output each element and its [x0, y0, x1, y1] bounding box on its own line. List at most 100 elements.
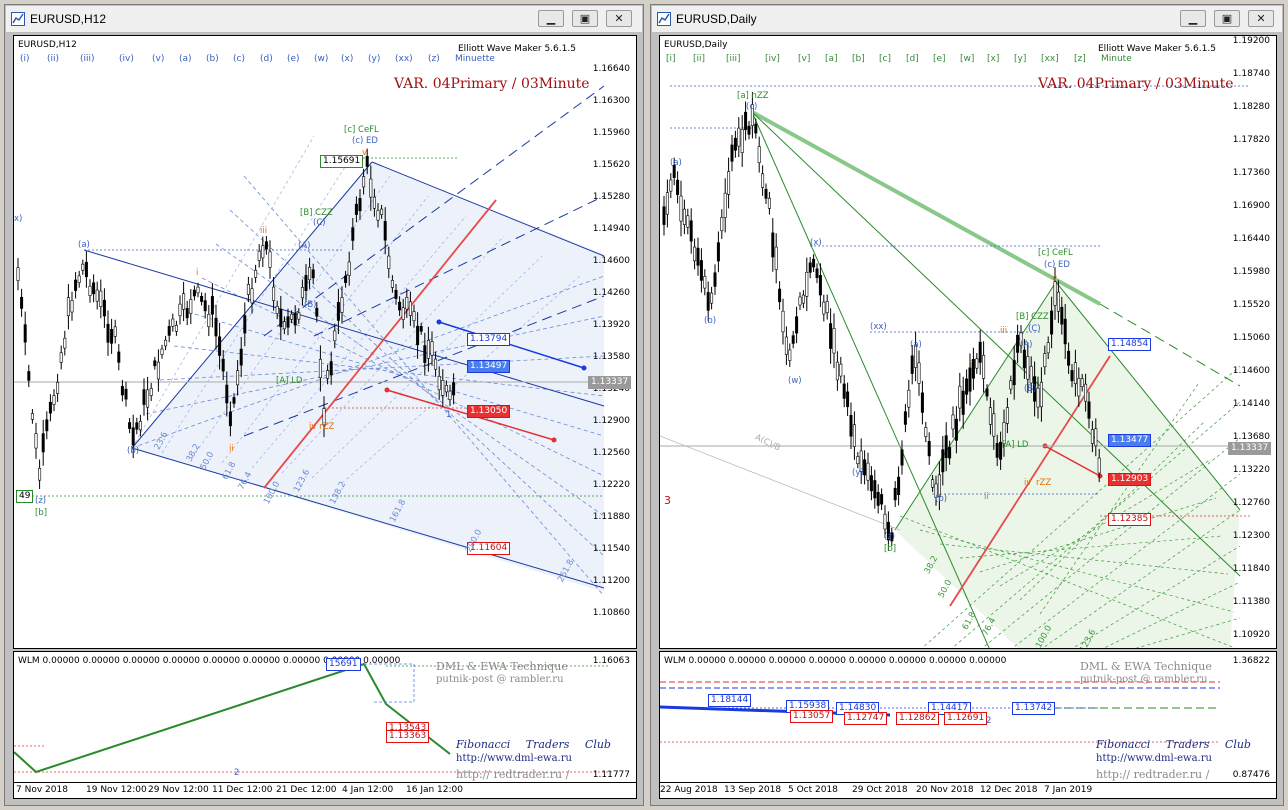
candle-body — [146, 389, 150, 408]
price-box-left: 49 — [16, 490, 34, 503]
wave-selector-12[interactable]: [y] — [1014, 54, 1027, 64]
price-chart-daily[interactable]: EURUSD,Daily [i] [ii] [iii] [iv] [v] [a] [b] [c… — [659, 35, 1277, 649]
candle-body — [863, 459, 867, 476]
wave-selector-1[interactable]: (ii) — [47, 54, 60, 64]
candle-body — [365, 155, 369, 167]
wave-selector-13[interactable]: (xx) — [395, 54, 413, 64]
wave-selector-10[interactable]: (w) — [314, 54, 329, 64]
candle-body — [441, 380, 445, 396]
candle-body — [318, 358, 322, 379]
chart-symbol-label: EURUSD,Daily — [664, 40, 728, 50]
projection-blue — [438, 321, 585, 369]
wave-selector-3[interactable]: (iv) — [119, 54, 134, 64]
wave-selector-15[interactable]: Minute — [1101, 54, 1132, 64]
wave-selector-14[interactable]: (z) — [428, 54, 440, 64]
candle-body — [716, 242, 720, 262]
price-box-red-1: 1.13050 — [467, 405, 511, 418]
wave-selector-3[interactable]: [iv] — [765, 54, 780, 64]
redtrader-url[interactable]: http:// redtrader.ru / — [456, 768, 570, 781]
wave-selector-8[interactable]: [d] — [906, 54, 919, 64]
wave-selector-0[interactable]: [i] — [666, 54, 676, 64]
fan-grid-line — [899, 515, 1236, 648]
candle-body — [1026, 356, 1030, 380]
wave-label-ced: (c) ED — [1044, 260, 1070, 270]
price-chart-h12[interactable]: EURUSD,H12 (i) (ii) (iii) (iv) (v) (a) (b) (c) (… — [13, 35, 637, 649]
candle-body — [805, 271, 809, 297]
indicator-red-box-2: 1.12747 — [844, 712, 888, 725]
price-chart-canvas[interactable] — [660, 36, 1277, 649]
indicator-panel-h12[interactable]: WLM 0.00000 0.00000 0.00000 0.00000 0.00… — [13, 651, 637, 783]
candle-body — [52, 395, 56, 405]
minimize-button[interactable]: ▁ — [538, 10, 564, 27]
candle-body — [1036, 387, 1040, 408]
wave-selector-2[interactable]: (iii) — [80, 54, 95, 64]
fan-grid-line — [939, 543, 1229, 575]
wave-selector-5[interactable]: [a] — [825, 54, 838, 64]
chart-window-h12[interactable]: EURUSD,H12 ▁ ▣ ✕ EURUSD,H12 (i) (ii) (iii)… — [4, 4, 644, 806]
wave-selector-7[interactable]: (c) — [233, 54, 245, 64]
wave-selector-13[interactable]: [xx] — [1041, 54, 1059, 64]
candle-body — [720, 217, 724, 232]
wave-selector-9[interactable]: (e) — [287, 54, 300, 64]
candle-body — [164, 339, 168, 347]
ftc-url[interactable]: http://www.dml-ewa.ru — [456, 753, 572, 764]
candle-body — [1019, 332, 1023, 346]
price-axis-tick: 1.16440 — [1232, 234, 1270, 244]
candle-body — [665, 192, 669, 215]
wave-selector-0[interactable]: (i) — [20, 54, 30, 64]
maximize-button[interactable]: ▣ — [1214, 10, 1240, 27]
candle-body — [362, 176, 366, 188]
redtrader-url[interactable]: http:// redtrader.ru / — [1096, 768, 1210, 781]
chart-symbol-label: EURUSD,H12 — [18, 40, 77, 50]
wave-label-cefl: [c] CeFL — [344, 125, 379, 135]
titlebar-daily[interactable]: EURUSD,Daily ▁ ▣ ✕ — [652, 6, 1282, 33]
ftc-url[interactable]: http://www.dml-ewa.ru — [1096, 753, 1212, 764]
wave-label-a-top: (a) — [670, 158, 682, 168]
candle-body — [948, 446, 952, 459]
candle-body — [1090, 429, 1094, 444]
variant-label: VAR. 04Primary / 03Minute — [1038, 76, 1234, 92]
candle-body — [733, 137, 737, 151]
wave-selector-1[interactable]: [ii] — [693, 54, 706, 64]
candle-body — [764, 188, 768, 199]
price-chart-canvas[interactable] — [14, 36, 637, 649]
wave-label-xx: (xx) — [870, 322, 887, 332]
wave-selector-10[interactable]: [w] — [960, 54, 975, 64]
candle-body — [808, 262, 812, 273]
fan-line — [894, 281, 1057, 531]
wave-selector-6[interactable]: [b] — [852, 54, 865, 64]
chart-window-daily[interactable]: EURUSD,Daily ▁ ▣ ✕ EURUSD,Daily [i] [ii] [… — [650, 4, 1284, 806]
close-button[interactable]: ✕ — [606, 10, 632, 27]
candle-body — [16, 267, 20, 281]
wave-selector-11[interactable]: [x] — [987, 54, 1000, 64]
close-button[interactable]: ✕ — [1248, 10, 1274, 27]
candle-body — [182, 293, 186, 310]
indicator-red-box-4: 1.12691 — [944, 712, 988, 725]
wave-selector-9[interactable]: [e] — [933, 54, 946, 64]
wave-selector-7[interactable]: [c] — [879, 54, 891, 64]
wave-selector-2[interactable]: [iii] — [726, 54, 741, 64]
candle-body — [444, 385, 448, 393]
indicator-panel-daily[interactable]: WLM 0.00000 0.00000 0.00000 0.00000 0.00… — [659, 651, 1277, 783]
maximize-button[interactable]: ▣ — [572, 10, 598, 27]
price-axis-tick: 1.16640 — [592, 64, 630, 74]
titlebar-h12[interactable]: EURUSD,H12 ▁ ▣ ✕ — [6, 6, 642, 33]
candle-body — [971, 359, 975, 379]
fib-fan-line — [215, 243, 605, 517]
indicator-red-box-2: 1.13363 — [386, 730, 430, 743]
candle-body — [225, 384, 229, 404]
wave-selector-11[interactable]: (x) — [341, 54, 354, 64]
candle-body — [1060, 306, 1064, 325]
dml-email: putnik-post @ rambler.ru — [1080, 674, 1208, 685]
wave-selector-4[interactable]: [v] — [798, 54, 811, 64]
candle-body — [686, 215, 690, 228]
wave-selector-6[interactable]: (b) — [206, 54, 219, 64]
wave-selector-14[interactable]: [z] — [1074, 54, 1086, 64]
wave-selector-4[interactable]: (v) — [152, 54, 165, 64]
candle-body — [286, 316, 290, 328]
wave-selector-12[interactable]: (y) — [368, 54, 381, 64]
wave-selector-8[interactable]: (d) — [260, 54, 273, 64]
minimize-button[interactable]: ▁ — [1180, 10, 1206, 27]
wave-selector-15[interactable]: Minuette — [455, 54, 495, 64]
wave-selector-5[interactable]: (a) — [179, 54, 192, 64]
